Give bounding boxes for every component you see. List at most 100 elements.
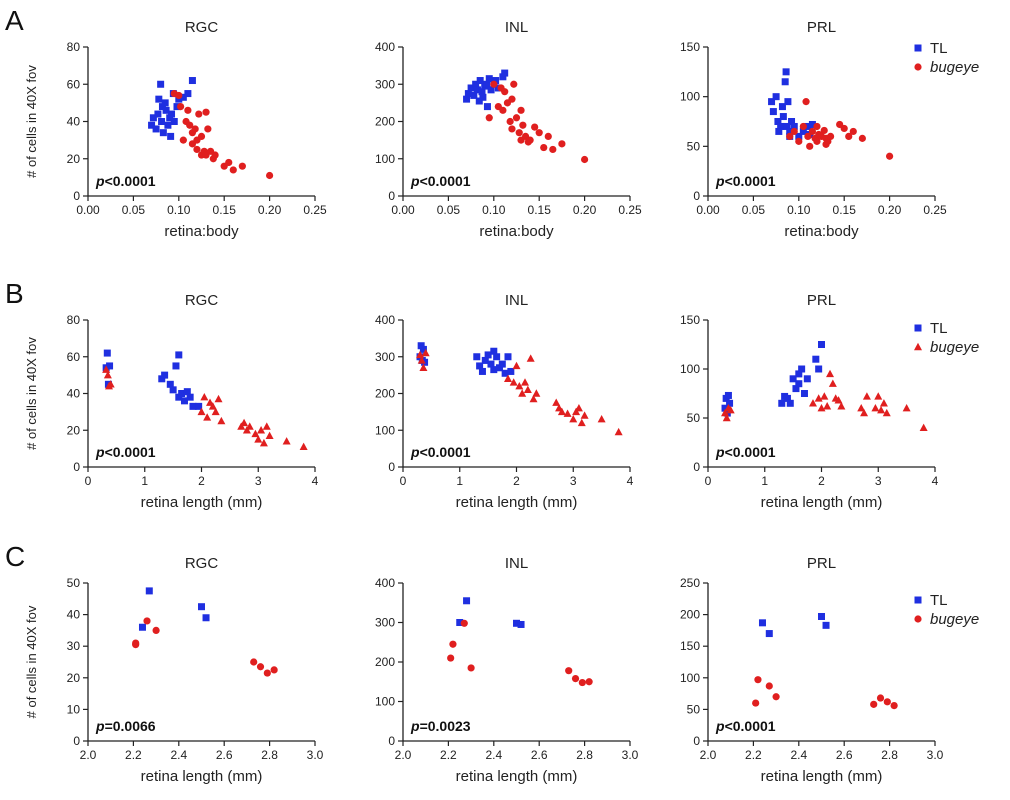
data-point [478,367,486,375]
y-tick-label: 40 [67,387,81,401]
y-tick-label: 300 [375,77,395,91]
panel-letter-c: C [5,541,25,572]
data-point [765,682,773,690]
data-point [508,125,516,133]
p-value-label: p<0.0001 [715,444,776,460]
data-point [417,342,425,350]
data-point [225,158,233,167]
chart-a-rgc: RGC 0 20 40 60 80 0.00 0.05 0.10 0.15 0.20 0.25 reti… [24,19,327,240]
data-point [158,375,166,383]
x-tick-label: 0.10 [787,203,811,217]
series-bugeye [786,98,894,160]
data-point [577,418,586,427]
data-point [203,413,212,421]
data-point [779,113,787,121]
data-point [495,364,503,372]
data-point [519,121,527,129]
data-point [820,126,828,135]
y-tick-label: 0 [388,460,395,474]
data-point [159,129,167,137]
data-point [876,694,885,702]
data-point [726,399,734,407]
series-tl [456,597,525,628]
x-tick-label: 2.2 [745,748,762,762]
data-point [169,386,177,394]
data-point [197,407,206,416]
data-point [501,88,509,96]
data-point [467,664,475,672]
legend-c: TL bugeye [914,592,979,628]
data-point [485,75,493,83]
legend-label: bugeye [930,611,979,628]
chart-b-rgc: RGC 0 20 40 60 80 0 1 2 3 4 retina length (mm) # of … [24,292,319,511]
data-point [883,698,891,706]
x-tick-label: 0.15 [213,203,237,217]
series-bugeye [447,619,593,687]
x-tick-label: 0.20 [878,203,902,217]
y-tick-label: 400 [375,40,395,54]
data-point [155,95,163,103]
data-point [882,408,891,417]
data-point [529,394,538,403]
data-point [890,702,898,710]
x-axis-label: retina length (mm) [141,494,263,511]
y-tick-label: 60 [67,350,81,364]
data-point [789,375,797,383]
y-tick-label: 0 [693,189,700,203]
panel-letter-a: A [5,5,24,36]
series-tl [138,587,210,631]
x-tick-label: 4 [627,474,634,488]
chart-c-rgc: RGC 0 10 20 30 40 50 2.0 2.2 2.4 2.6 2.8 3.0 retina l… [24,555,324,785]
data-point [783,122,791,130]
data-point [792,385,800,393]
legend-marker-bugeye [914,342,922,351]
series-tl [758,612,830,638]
chart-title: INL [505,292,528,309]
chart-a-inl: INL 0 100 200 300 400 0.00 0.05 0.10 0.15 0.20 0.25… [375,19,642,240]
chart-title: INL [505,19,528,36]
data-point [202,614,210,622]
data-point [754,676,762,684]
data-point [772,93,780,101]
data-point [902,404,911,412]
data-point [782,68,790,76]
x-tick-label: 0.00 [391,203,415,217]
legend-marker-bugeye [914,63,922,71]
data-point [145,587,153,595]
y-tick-label: 300 [375,350,395,364]
data-point [834,396,843,404]
data-point [183,388,191,396]
data-point [490,347,498,355]
data-point [164,121,172,129]
data-point [919,423,928,431]
x-tick-label: 2.6 [836,748,853,762]
data-point [173,103,181,111]
data-point [788,118,796,125]
x-tick-label: 2.0 [80,748,97,762]
data-point [178,390,186,397]
y-axis-label: # of cells in 40X fov [24,65,39,178]
x-tick-label: 2.6 [216,748,233,762]
chart-title: INL [505,555,528,572]
data-point [531,123,539,131]
data-point [456,619,464,626]
y-tick-label: 150 [680,639,700,653]
data-point [175,95,183,103]
data-point [240,418,249,427]
data-point [484,351,492,359]
x-tick-label: 4 [312,474,319,488]
chart-title: PRL [807,292,836,309]
data-point [565,667,573,675]
data-point [177,103,185,111]
data-point [521,378,530,386]
x-tick-label: 0.05 [742,203,766,217]
y-tick-label: 80 [67,40,81,54]
data-point [158,118,166,125]
data-point [501,69,509,77]
p-value-label: p<0.0001 [95,173,156,189]
data-point [535,129,543,137]
data-point [499,73,507,81]
legend-label: TL [930,40,948,57]
x-axis-label: retina length (mm) [456,768,578,785]
data-point [768,98,776,106]
